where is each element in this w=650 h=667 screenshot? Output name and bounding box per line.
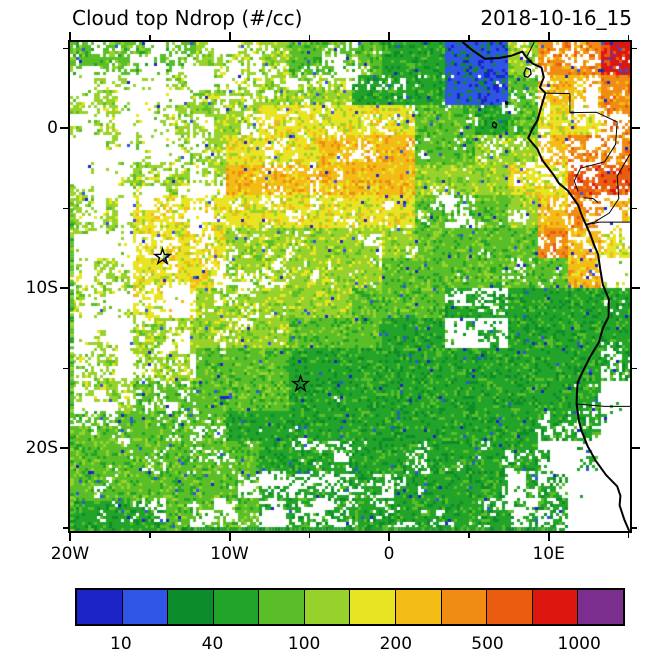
colorbar-tick-label: 100 — [287, 634, 321, 654]
axis-tick — [149, 35, 151, 40]
island-outline — [504, 100, 509, 105]
axis-tick — [547, 533, 550, 541]
axis-tick — [468, 35, 470, 40]
colorbar-segment — [258, 590, 304, 624]
colorbar-tick-label: 500 — [471, 634, 504, 654]
colorbar-tick-label: 200 — [379, 634, 413, 654]
colorbar-segment — [395, 590, 441, 624]
country-border — [583, 197, 599, 203]
plot-area — [68, 40, 632, 533]
y-axis-tick-label: 0 — [47, 118, 58, 139]
axis-tick — [63, 47, 68, 50]
axis-tick — [308, 533, 311, 538]
axis-tick — [63, 207, 68, 210]
x-axis-tick-label: 10E — [532, 544, 565, 564]
axis-tick — [60, 127, 68, 130]
axis-tick — [632, 367, 637, 369]
colorbar-segment — [349, 590, 396, 624]
colorbar-tick-label: 40 — [201, 634, 224, 654]
star-marker — [152, 246, 173, 266]
country-border — [576, 403, 630, 407]
axis-tick — [632, 446, 640, 449]
axis-tick — [627, 35, 630, 40]
axis-tick — [547, 32, 550, 40]
axis-tick — [388, 533, 391, 541]
axis-tick — [308, 35, 311, 40]
country-border — [525, 42, 535, 58]
axis-tick — [60, 287, 68, 290]
axis-tick — [228, 32, 231, 40]
colorbar-segment — [212, 590, 259, 624]
axis-tick — [69, 32, 71, 40]
star-marker — [290, 373, 311, 393]
colorbar-segment — [77, 590, 122, 624]
axis-tick — [632, 527, 637, 529]
axis-tick — [60, 446, 68, 449]
axis-tick — [627, 533, 630, 538]
colorbar-segment — [303, 590, 350, 624]
chart-title: Cloud top Ndrop (#/cc) — [72, 6, 303, 30]
island-outline — [491, 121, 498, 129]
axis-tick — [63, 367, 68, 369]
axis-tick — [632, 47, 637, 50]
axis-tick — [149, 533, 151, 538]
country-border — [585, 221, 630, 226]
country-border — [585, 153, 630, 225]
x-axis-tick-label: 20W — [50, 544, 90, 564]
map-overlay — [152, 42, 630, 531]
y-axis-tick-label: 10S — [25, 278, 58, 299]
x-axis-tick-label: 0 — [383, 544, 395, 564]
island-outline — [523, 67, 532, 78]
axis-tick — [228, 533, 231, 541]
axis-tick — [632, 287, 640, 290]
country-border — [569, 111, 618, 192]
axis-tick — [632, 127, 640, 130]
colorbar-segment — [531, 590, 578, 624]
x-axis-tick-label: 10W — [210, 544, 249, 564]
colorbar-segment — [440, 590, 487, 624]
coastline — [461, 42, 630, 531]
colorbar-tick-label: 1000 — [557, 634, 601, 654]
country-border — [545, 92, 570, 95]
axis-tick — [69, 533, 71, 541]
colorbar — [75, 588, 625, 626]
colorbar-segment — [577, 590, 623, 624]
colorbar-segment — [167, 590, 213, 624]
axis-tick — [63, 527, 68, 529]
y-axis-tick-label: 20S — [25, 437, 58, 458]
axis-tick — [468, 533, 470, 538]
colorbar-segment — [486, 590, 532, 624]
axis-tick — [388, 32, 391, 40]
colorbar-tick-label: 10 — [110, 634, 132, 654]
colorbar-segment — [121, 590, 168, 624]
date-label: 2018-10-16_15 — [480, 6, 632, 30]
axis-tick — [632, 207, 637, 210]
